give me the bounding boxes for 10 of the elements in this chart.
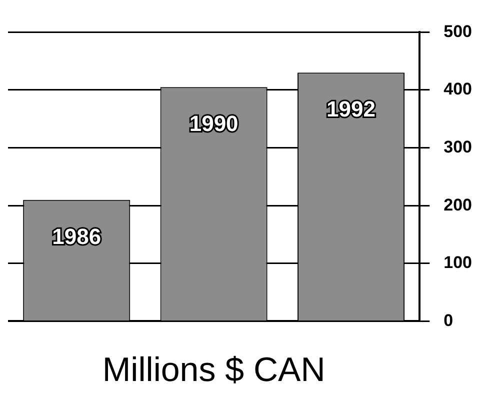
x-axis-title: Millions $ CAN — [102, 350, 326, 389]
y-tick-label: 300 — [444, 137, 472, 156]
y-tick-label: 400 — [444, 80, 472, 99]
y-tick-label: 0 — [444, 310, 454, 330]
y-tick-label: 500 — [444, 22, 472, 41]
x-tick-label: 1992 — [326, 96, 376, 122]
x-tick-label: 1986 — [52, 224, 102, 249]
y-tick-label: 200 — [444, 195, 472, 214]
y-tick-label: 100 — [444, 253, 472, 272]
x-tick-label: 1990 — [189, 111, 238, 136]
